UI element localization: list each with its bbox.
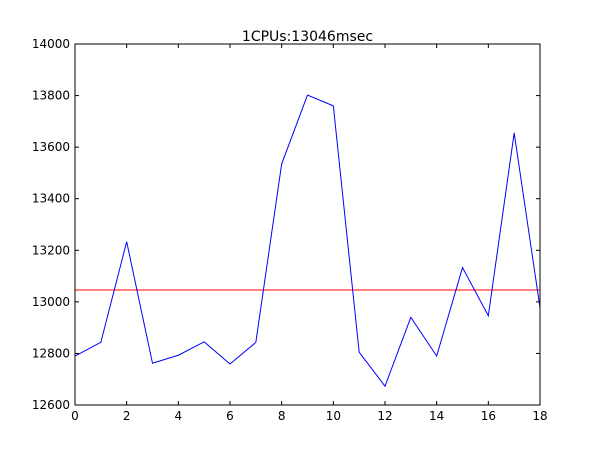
x-tick-label: 12 bbox=[377, 409, 392, 423]
x-tick-label: 6 bbox=[226, 409, 234, 423]
y-tick-label: 13400 bbox=[32, 192, 70, 206]
x-tick-label: 16 bbox=[481, 409, 496, 423]
y-tick-label: 13800 bbox=[32, 89, 70, 103]
plot-content bbox=[75, 94, 540, 388]
x-tick-label: 4 bbox=[175, 409, 183, 423]
x-tick-label: 8 bbox=[278, 409, 286, 423]
chart-title: 1CPUs:13046msec bbox=[242, 29, 373, 45]
series-line bbox=[75, 94, 540, 388]
x-tick-label: 14 bbox=[429, 409, 444, 423]
y-tick-label: 13600 bbox=[32, 140, 70, 154]
x-tick-label: 0 bbox=[71, 409, 79, 423]
y-tick-label: 12600 bbox=[32, 398, 70, 412]
axes-frame bbox=[74, 43, 541, 406]
x-tick-label: 18 bbox=[532, 409, 547, 423]
y-tick-label: 13200 bbox=[32, 243, 70, 257]
axes: 0 2 4 6 8 10 12 14 16 18 12600 12800 13000 13200 13400… bbox=[32, 37, 548, 423]
y-tick-label: 14000 bbox=[32, 37, 70, 51]
y-tick-label: 12800 bbox=[32, 346, 70, 360]
x-tick-label: 10 bbox=[326, 409, 341, 423]
x-tick-label: 2 bbox=[123, 409, 131, 423]
plot-area bbox=[75, 94, 540, 388]
y-tick-label: 13000 bbox=[32, 295, 70, 309]
